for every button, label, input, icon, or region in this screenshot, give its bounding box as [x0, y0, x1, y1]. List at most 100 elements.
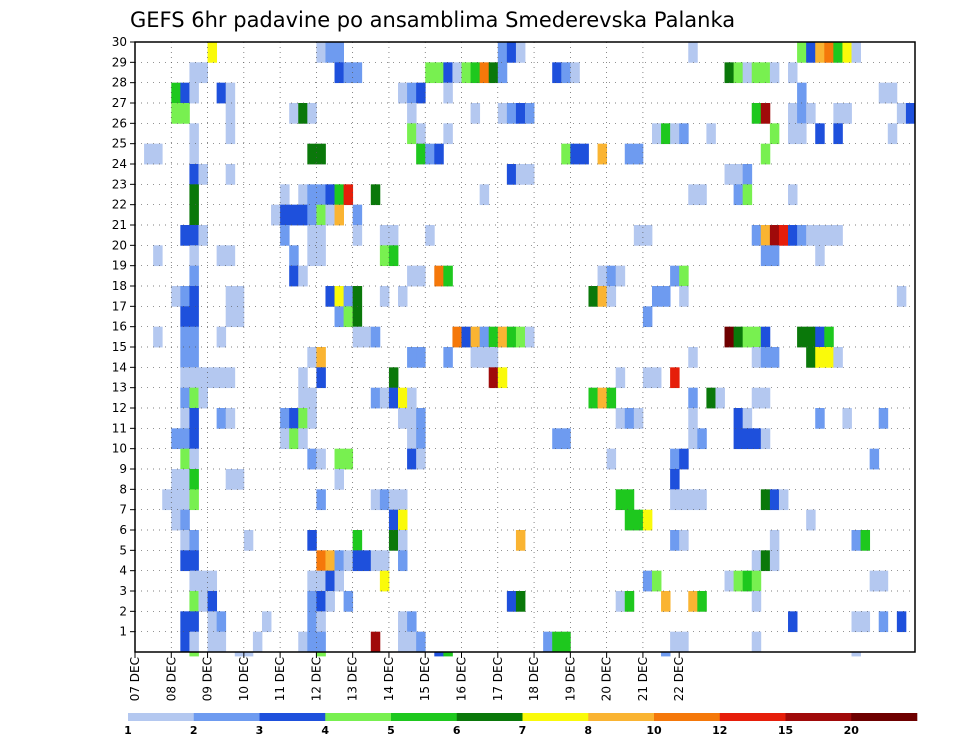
heatmap-cell	[307, 143, 317, 165]
heatmap-cell	[398, 286, 408, 307]
heatmap-cell	[271, 204, 281, 226]
y-tick-label: 27	[112, 96, 127, 110]
heatmap-cell	[325, 42, 335, 63]
heatmap-cell	[452, 62, 462, 84]
heatmap-cell	[443, 347, 453, 368]
heatmap-cell	[316, 347, 326, 368]
heatmap-cell	[488, 347, 499, 368]
heatmap-cell	[760, 489, 771, 511]
heatmap-cell	[370, 550, 381, 572]
heatmap-cell	[860, 611, 871, 633]
heatmap-cell	[407, 408, 417, 429]
heatmap-cell	[797, 225, 807, 246]
heatmap-cell	[407, 103, 417, 124]
heatmap-cell	[416, 82, 426, 104]
x-tick-label: 11 DEC	[273, 657, 287, 701]
heatmap-cell	[416, 631, 426, 653]
heatmap-cell	[425, 62, 435, 84]
heatmap-cell	[479, 326, 490, 348]
heatmap-cell	[842, 103, 852, 124]
heatmap-cell	[470, 103, 481, 124]
y-tick-label: 8	[119, 482, 127, 496]
heatmap-cell	[388, 245, 399, 267]
heatmap-cell	[153, 143, 163, 165]
heatmap-cell	[724, 326, 734, 348]
heatmap-cell	[842, 408, 852, 429]
heatmap-cell	[398, 530, 408, 551]
heatmap-cell	[189, 652, 199, 657]
heatmap-cell	[642, 306, 653, 328]
heatmap-cell	[488, 367, 499, 389]
heatmap-cell	[189, 611, 199, 633]
heatmap-cell	[280, 408, 290, 429]
heatmap-cell	[398, 611, 408, 633]
heatmap-cell	[316, 550, 326, 572]
heatmap-cell	[307, 530, 317, 551]
heatmap-cell	[588, 286, 598, 307]
heatmap-cell	[180, 347, 190, 368]
y-axis: 1234567891011121314151617181920212223242…	[112, 35, 135, 639]
heatmap-cell	[760, 428, 771, 450]
heatmap-cell	[280, 428, 290, 450]
heatmap-cell	[679, 631, 689, 653]
heatmap-cell	[633, 143, 644, 165]
heatmap-cell	[416, 123, 426, 145]
heatmap-cell	[833, 42, 843, 63]
heatmap-cell	[325, 550, 335, 572]
heatmap-cell	[887, 82, 898, 104]
heatmap-cell	[316, 245, 326, 267]
heatmap-cell	[388, 225, 399, 246]
heatmap-cell	[325, 570, 335, 592]
colorbar-swatch	[128, 713, 195, 721]
heatmap-cell	[497, 103, 508, 124]
heatmap-cell	[216, 611, 227, 633]
heatmap-cell	[760, 62, 771, 84]
heatmap-cell	[370, 326, 381, 348]
heatmap-cell	[180, 489, 190, 511]
heatmap-cell	[180, 82, 190, 104]
heatmap-cell	[624, 143, 635, 165]
heatmap-cell	[398, 489, 408, 511]
heatmap-cell	[642, 509, 653, 531]
heatmap-cell	[207, 591, 218, 612]
colorbar-swatch	[456, 713, 523, 721]
heatmap-cell	[670, 123, 680, 145]
heatmap-cell	[760, 326, 771, 348]
heatmap-cell	[661, 652, 671, 657]
heatmap-cell	[497, 62, 508, 84]
x-tick-label: 13 DEC	[346, 657, 360, 701]
heatmap-cell	[679, 530, 689, 551]
heatmap-cell	[769, 225, 780, 246]
heatmap-cell	[515, 103, 526, 124]
colorbar-label: 10	[646, 724, 662, 737]
heatmap-cell	[896, 103, 907, 124]
heatmap-cell	[769, 347, 780, 368]
heatmap-cell	[407, 631, 417, 653]
heatmap-cell	[434, 652, 444, 657]
y-tick-label: 29	[112, 55, 127, 69]
y-tick-label: 28	[112, 76, 127, 90]
heatmap-cell	[661, 123, 671, 145]
heatmap-cell	[198, 164, 208, 185]
heatmap-cell	[189, 265, 199, 287]
heatmap-cell	[769, 123, 780, 145]
heatmap-cell	[325, 286, 335, 307]
y-tick-label: 25	[112, 137, 127, 151]
heatmap-cell	[379, 245, 390, 267]
heatmap-cell	[307, 184, 317, 206]
heatmap-cell	[316, 631, 326, 653]
heatmap-cell	[198, 367, 208, 389]
heatmap-cell	[225, 306, 236, 328]
heatmap-cell	[797, 42, 807, 63]
heatmap-cell	[742, 184, 753, 206]
heatmap-cell	[506, 103, 517, 124]
heatmap-cell	[180, 367, 190, 389]
colorbar-swatch	[785, 713, 852, 721]
heatmap-cell	[189, 306, 199, 328]
heatmap-cell	[751, 570, 762, 592]
heatmap-cell	[298, 428, 308, 450]
heatmap-cell	[515, 530, 526, 551]
heatmap-cell	[298, 184, 308, 206]
heatmap-cell	[506, 42, 517, 63]
